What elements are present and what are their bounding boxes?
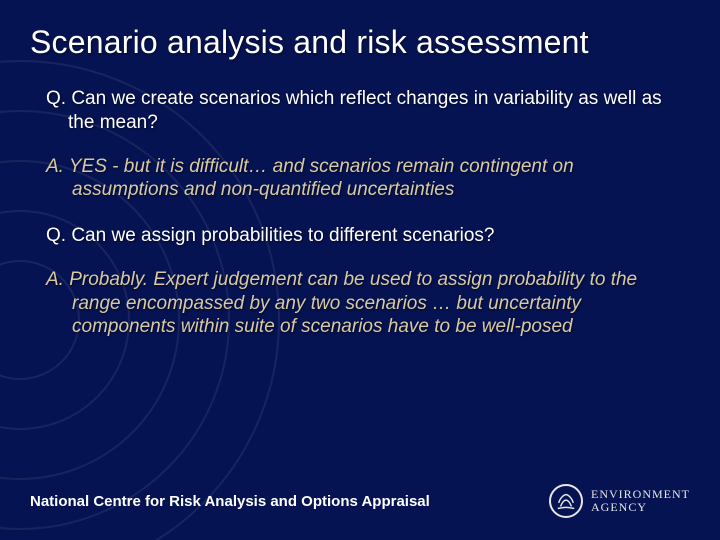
agency-logo-text: ENVIRONMENT AGENCY bbox=[591, 488, 690, 513]
question-1: Q. Can we create scenarios which reflect… bbox=[46, 87, 682, 135]
footer: National Centre for Risk Analysis and Op… bbox=[30, 484, 690, 518]
agency-logo: ENVIRONMENT AGENCY bbox=[549, 484, 690, 518]
slide: Scenario analysis and risk assessment Q.… bbox=[0, 0, 720, 540]
slide-body: Q. Can we create scenarios which reflect… bbox=[30, 87, 690, 339]
footer-text: National Centre for Risk Analysis and Op… bbox=[30, 493, 430, 510]
answer-2: A. Probably. Expert judgement can be use… bbox=[46, 268, 682, 339]
environment-agency-icon bbox=[549, 484, 583, 518]
logo-line-2: AGENCY bbox=[591, 501, 690, 514]
answer-1: A. YES - but it is difficult… and scenar… bbox=[46, 155, 682, 203]
question-2: Q. Can we assign probabilities to differ… bbox=[46, 224, 682, 248]
slide-title: Scenario analysis and risk assessment bbox=[30, 24, 690, 61]
